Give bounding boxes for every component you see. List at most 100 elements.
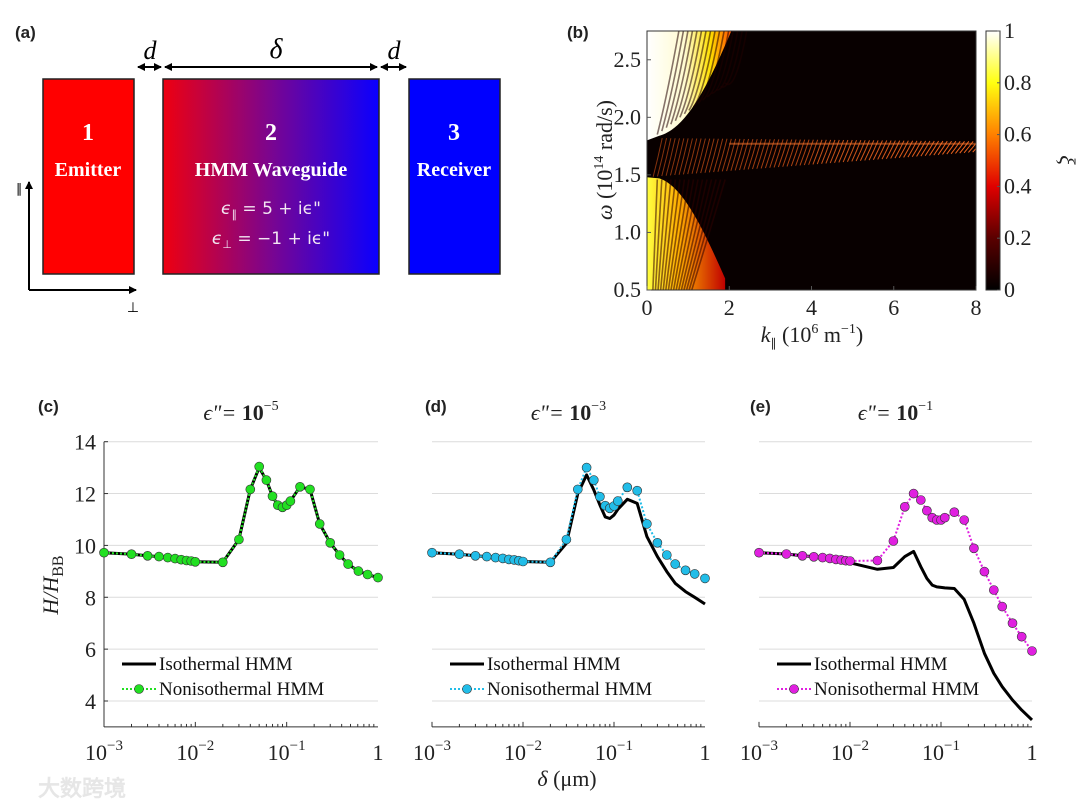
heatmap-lower-stripe [662, 179, 677, 290]
heatmap-band-stripe [717, 138, 728, 172]
heatmap-lower-stripe [680, 179, 708, 290]
heatmap-band-stripe [730, 138, 741, 171]
ytick-label: 8 [85, 585, 96, 610]
xtick-label: 10−2 [504, 738, 542, 765]
data-point-nonisothermal [234, 534, 244, 545]
chart-title: ϵ"= 10−1 [858, 399, 933, 425]
data-point-nonisothermal [218, 557, 228, 568]
data-point-nonisothermal [334, 550, 345, 560]
heatmap-band-stripe [743, 138, 754, 170]
legend-marker-nonisothermal [789, 684, 799, 694]
legend-label-isothermal: Isothermal HMM [487, 654, 621, 675]
heatmap-ytick-label: 2.5 [614, 47, 642, 72]
data-point-nonisothermal [427, 547, 437, 558]
heatmap-upper-stripe [697, 31, 721, 105]
panel-label-c: (c) [38, 397, 59, 416]
heatmap-band-stripe [661, 138, 672, 177]
heatmap-band-stripe [687, 138, 698, 175]
xtick-label: 10−3 [413, 738, 451, 765]
panel-label-d: (d) [425, 397, 447, 416]
data-point-nonisothermal [545, 557, 556, 568]
heatmap-band-stripe [674, 138, 685, 176]
colorbar-ticks: 0 0.2 0.4 0.6 0.8 1 [997, 18, 1032, 302]
heatmap-band-stripe [773, 139, 784, 168]
heatmap-xlabel: k∥ (106 m−1) [761, 322, 863, 350]
data-point-nonisothermal [670, 559, 681, 569]
heatmap-lower-stripe [654, 179, 663, 290]
data-point-nonisothermal [314, 519, 325, 529]
panel-b-heatmap: (b) 0 2 4 6 80.51.01.52.02.5 ω (1014 rad/s) … [567, 18, 1080, 350]
ytick-label: 10 [74, 533, 96, 558]
heatmap-band-stripe [678, 138, 689, 175]
data-point-nonisothermal [581, 462, 592, 473]
emitter-label: Emitter [55, 159, 122, 181]
data-point-nonisothermal [561, 534, 572, 545]
data-point-nonisothermal [939, 512, 950, 523]
waveguide-number: 2 [265, 120, 277, 146]
heatmap-band-stripe [890, 140, 901, 159]
emitter-block [42, 78, 135, 275]
heatmap-band-stripe [808, 139, 819, 165]
data-point-nonisothermal [622, 482, 633, 493]
heatmap-band-stripe [972, 147, 976, 153]
heatmap-band-stripe [682, 138, 693, 175]
data-point-nonisothermal [254, 461, 265, 472]
data-point-nonisothermal [632, 485, 643, 496]
panel-label-b: (b) [567, 23, 589, 42]
colorbar-tick-label: 0.6 [1004, 122, 1032, 147]
data-point-nonisothermal [454, 549, 465, 560]
heatmap-upper-stripe [656, 31, 680, 135]
data-point-nonisothermal [588, 475, 599, 485]
heatmap-band-stripe [950, 140, 961, 155]
heatmap-band-stripe [903, 140, 914, 158]
line-charts: 4 6 8 10 12 14 10−3 10−2 10−1 1 ϵ"= 10−5 Isothermal… [74, 399, 1038, 765]
heatmap-lower-stripe [652, 179, 659, 290]
data-point-nonisothermal [949, 507, 960, 518]
gap-label-right: d [388, 36, 402, 65]
waveguide-block [162, 78, 380, 275]
heatmap-band-stripe [916, 140, 927, 157]
data-point-nonisothermal [595, 491, 605, 502]
heatmap-band-stripe [816, 139, 827, 165]
heatmap-lower-stripe [677, 179, 704, 290]
heatmap-lower-stripe [667, 179, 686, 290]
line-chart-xlabel: δ (μm) [537, 766, 596, 791]
heatmap-band-stripe [868, 140, 879, 161]
legend-label-nonisothermal: Nonisothermal HMM [487, 679, 652, 700]
heatmap-band-stripe [898, 140, 909, 159]
length-label: δ [269, 34, 283, 65]
data-point-nonisothermal [142, 550, 153, 561]
data-point-nonisothermal [572, 484, 583, 495]
legend-marker-nonisothermal [134, 684, 144, 694]
line-chart-panel-d: 10−3 10−2 10−1 1 ϵ"= 10−3 Isothermal HMM Nonis… [413, 399, 710, 765]
ytick-label: 6 [85, 637, 96, 662]
heatmap-band-stripe [799, 139, 810, 166]
heatmap-lower-stripe [670, 179, 690, 290]
heatmap-lower-stripe [659, 179, 672, 290]
legend-label-nonisothermal: Nonisothermal HMM [159, 679, 324, 700]
data-point-nonisothermal [267, 491, 278, 502]
xtick-label: 10−3 [740, 738, 778, 765]
data-point-nonisothermal [689, 569, 700, 579]
data-point-nonisothermal [997, 601, 1008, 612]
heatmap-xtick-label: 6 [888, 295, 899, 320]
heatmap-band-stripe [946, 140, 957, 155]
heatmap-lower-stripe [690, 179, 726, 290]
chart-title: ϵ"= 10−5 [203, 399, 278, 425]
data-point-nonisothermal [305, 484, 315, 495]
heatmap-band-stripe [721, 138, 732, 172]
heatmap-upper-stripe [688, 31, 712, 111]
colorbar-tick-label: 0.8 [1004, 70, 1032, 95]
series-line-isothermal [103, 466, 379, 580]
emitter-number: 1 [82, 120, 94, 146]
series-line-nonisothermal [103, 464, 379, 579]
panel-label-a: (a) [15, 23, 36, 42]
data-point-nonisothermal [1007, 618, 1018, 629]
heatmap-band-stripe [782, 139, 793, 167]
gap-label-left: d [144, 36, 158, 65]
eq-perpendicular: ϵ⊥ = −1 + iϵ" [212, 229, 330, 251]
xtick-label: 10−1 [595, 738, 633, 765]
panel-label-e: (e) [750, 397, 771, 416]
heatmap-band-stripe [734, 138, 745, 171]
